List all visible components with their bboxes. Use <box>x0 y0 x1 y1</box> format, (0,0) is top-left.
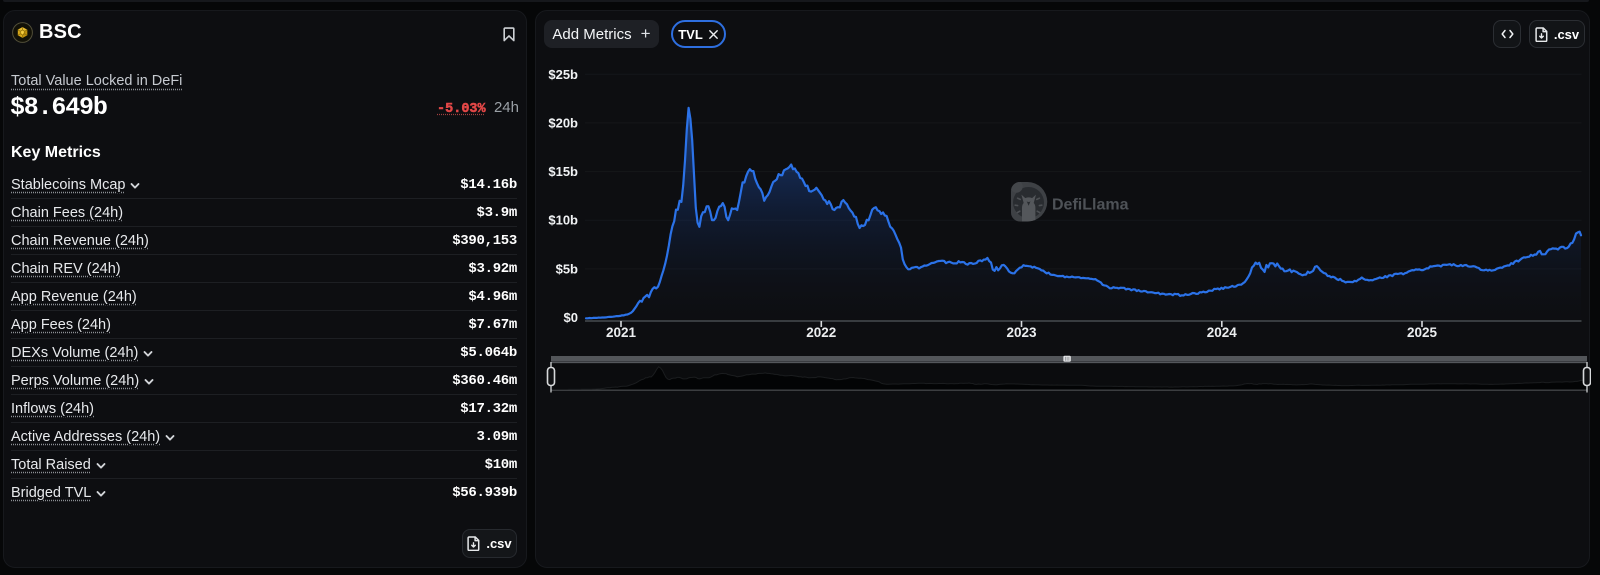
svg-text:$5b: $5b <box>556 261 578 276</box>
svg-text:DefiLlama: DefiLlama <box>1052 197 1129 214</box>
svg-text:$20b: $20b <box>548 115 578 130</box>
svg-text:$0: $0 <box>564 310 578 325</box>
svg-text:$15b: $15b <box>548 164 578 179</box>
svg-text:2025: 2025 <box>1407 325 1438 340</box>
svg-text:2022: 2022 <box>806 325 836 340</box>
svg-text:2023: 2023 <box>1006 325 1037 340</box>
svg-text:$10b: $10b <box>548 213 578 228</box>
svg-text:$25b: $25b <box>548 67 578 82</box>
svg-text:2024: 2024 <box>1207 325 1238 340</box>
svg-text:2021: 2021 <box>606 325 637 340</box>
